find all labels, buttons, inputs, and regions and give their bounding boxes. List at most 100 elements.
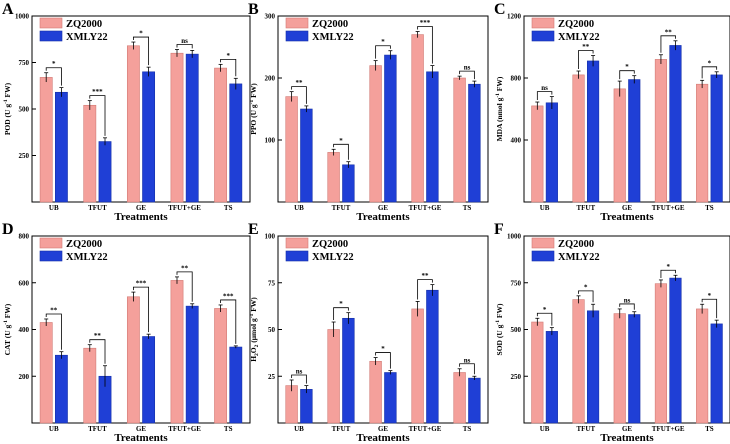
x-axis-title: Treatments — [114, 432, 168, 444]
significance-label: ns — [464, 64, 471, 72]
x-tick-label: TS — [705, 204, 714, 212]
significance-bracket — [220, 58, 237, 77]
legend-swatch-XMLY22 — [39, 30, 63, 42]
significance-label: ** — [665, 28, 673, 36]
significance-bracket — [459, 70, 475, 80]
y-axis-label-part: -1 — [249, 99, 255, 104]
x-tick-label: TFUT+GE — [652, 425, 685, 433]
y-tick-label: 200 — [19, 373, 30, 381]
x-axis-title: Treatments — [600, 432, 654, 444]
x-tick-label: UB — [49, 204, 59, 212]
bar-XMLY22-TFUT — [342, 317, 355, 424]
significance-bracket — [578, 50, 594, 70]
y-axis-label-part: MDA (nmol g — [495, 97, 504, 141]
legend-label: ZQ2000 — [66, 239, 102, 250]
significance-label: * — [708, 292, 712, 300]
significance-bracket — [333, 143, 349, 160]
x-tick-label: TFUT — [332, 425, 351, 433]
y-tick-label: 400 — [19, 326, 30, 334]
bar-XMLY22-TFUT — [98, 141, 112, 203]
x-axis-title: Treatments — [356, 211, 410, 223]
legend-swatch-XMLY22 — [39, 250, 63, 262]
legend-label: ZQ2000 — [312, 19, 348, 30]
bar-ZQ2000-TS — [453, 372, 466, 424]
significance-label: * — [139, 30, 143, 38]
y-axis-label-part: FW) — [3, 303, 12, 320]
y-tick-label: 800 — [19, 233, 30, 241]
y-tick-label: 75 — [268, 279, 276, 287]
significance-label: * — [339, 137, 343, 145]
bar-ZQ2000-TFUT — [83, 104, 97, 203]
bar-XMLY22-UB — [300, 108, 313, 203]
significance-bracket — [660, 35, 676, 53]
x-tick-label: GE — [136, 425, 146, 433]
x-tick-label: TFUT+GE — [409, 425, 442, 433]
bar-ZQ2000-GE — [126, 296, 140, 424]
bar-XMLY22-TFUT+GE — [185, 305, 199, 424]
bar-ZQ2000-TS — [214, 308, 228, 424]
y-tick-label: 600 — [19, 279, 30, 287]
legend-label: XMLY22 — [558, 252, 600, 263]
significance-bracket — [333, 307, 349, 321]
bar-ZQ2000-TFUT+GE — [654, 283, 668, 424]
bar-ZQ2000-TS — [696, 308, 709, 424]
chart-panel-F: F 250 500 750 1000 SOD (U g-1 FW) Treatments * U… — [494, 221, 730, 444]
legend-swatch-XMLY22 — [285, 250, 309, 262]
bar-XMLY22-TFUT — [586, 60, 600, 203]
y-tick-label: 750 — [511, 279, 522, 287]
y-tick-label: 500 — [511, 326, 522, 334]
significance-label: * — [52, 60, 56, 68]
bar-XMLY22-TFUT+GE — [669, 45, 682, 203]
y-tick-label: 1000 — [15, 13, 30, 21]
significance-bracket — [89, 339, 106, 364]
bar-ZQ2000-TFUT — [327, 329, 340, 424]
significance-bracket — [291, 374, 307, 384]
legend-swatch-ZQ2000 — [531, 17, 555, 29]
bar-ZQ2000-TS — [696, 83, 709, 203]
bar-ZQ2000-GE — [613, 313, 626, 424]
significance-bracket — [459, 363, 475, 375]
significance-label: * — [381, 345, 385, 353]
significance-label: * — [625, 63, 629, 71]
bar-ZQ2000-TFUT+GE — [411, 308, 424, 424]
legend-swatch-XMLY22 — [531, 30, 555, 42]
y-axis-label-part: -1 — [3, 99, 9, 104]
bar-XMLY22-TS — [229, 83, 243, 203]
y-tick-label: 200 — [265, 75, 276, 83]
bar-ZQ2000-UB — [285, 96, 298, 203]
x-tick-label: UB — [540, 204, 550, 212]
bar-XMLY22-GE — [628, 79, 641, 203]
legend-label: XMLY22 — [312, 252, 354, 263]
x-tick-label: GE — [378, 204, 388, 212]
bar-XMLY22-UB — [545, 331, 558, 424]
legend-swatch-ZQ2000 — [39, 237, 63, 249]
significance-label: *** — [136, 280, 147, 288]
significance-bracket — [536, 91, 553, 101]
x-tick-label: TFUT+GE — [652, 204, 685, 212]
y-axis-label-part: 2 — [254, 353, 260, 356]
y-axis-label-part: PPO (U g — [249, 104, 258, 135]
y-axis-label-part: POD (U g — [3, 104, 12, 135]
significance-label: * — [339, 300, 343, 308]
significance-label: * — [381, 38, 385, 46]
legend-label: ZQ2000 — [558, 239, 594, 250]
y-axis-label-part: FW) — [3, 82, 12, 99]
significance-label: ** — [181, 264, 189, 272]
legend-label: XMLY22 — [66, 32, 108, 43]
x-tick-label: UB — [540, 425, 550, 433]
significance-label: *** — [92, 88, 103, 96]
bar-ZQ2000-GE — [613, 88, 626, 203]
significance-bracket — [701, 66, 718, 79]
significance-label: ns — [181, 37, 188, 45]
y-tick-label: 1000 — [507, 233, 522, 241]
significance-label: ** — [422, 272, 430, 280]
panel-letter: D — [2, 221, 14, 238]
x-tick-label: TFUT — [576, 204, 595, 212]
bar-XMLY22-TFUT+GE — [185, 53, 199, 203]
x-tick-label: GE — [622, 204, 632, 212]
significance-bracket — [291, 86, 307, 104]
x-tick-label: GE — [622, 425, 632, 433]
bar-XMLY22-GE — [142, 71, 156, 203]
chart-panel-D: D 200 400 600 800 CAT (U g-1 FW) Treatments ** U… — [2, 221, 251, 444]
